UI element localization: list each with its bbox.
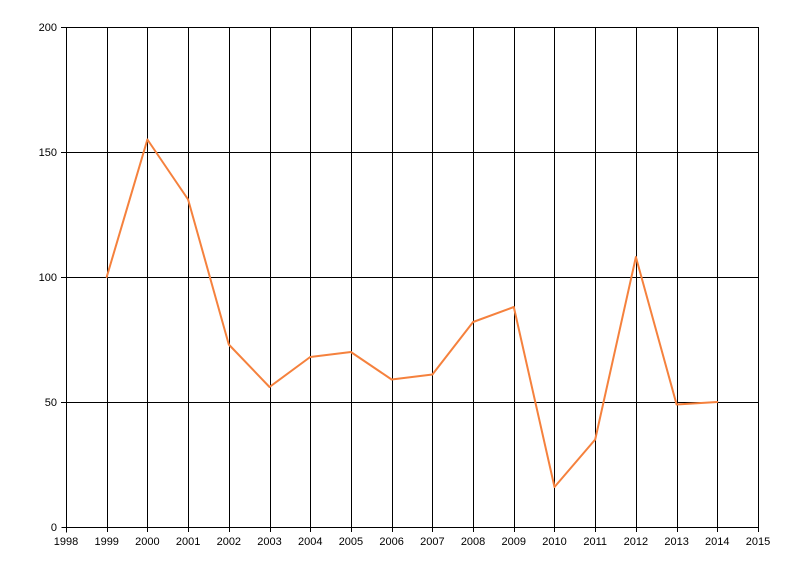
x-tick-label: 2004 xyxy=(298,536,322,548)
y-tick-label: 150 xyxy=(39,147,57,159)
x-tick-label: 2008 xyxy=(461,536,485,548)
x-tick-label: 2002 xyxy=(217,536,241,548)
data-point xyxy=(431,373,434,376)
grid-lines xyxy=(61,27,759,532)
x-tick-label: 2006 xyxy=(379,536,403,548)
x-tick-label: 2014 xyxy=(705,536,729,548)
y-tick-label: 50 xyxy=(45,397,57,409)
x-tick-label: 2010 xyxy=(542,536,566,548)
x-tick-label: 2007 xyxy=(420,536,444,548)
data-point xyxy=(390,378,393,381)
x-tick-label: 2009 xyxy=(502,536,526,548)
x-tick-label: 2005 xyxy=(339,536,363,548)
data-point xyxy=(228,343,230,346)
data-point xyxy=(716,401,719,403)
data-point xyxy=(268,386,271,388)
x-tick-label: 2013 xyxy=(664,536,688,548)
data-series xyxy=(105,138,719,488)
x-tick-label: 2011 xyxy=(583,536,607,548)
x-tick-label: 2015 xyxy=(746,536,770,548)
y-tick-label: 200 xyxy=(39,22,57,34)
y-tick-label: 0 xyxy=(51,522,57,534)
axes xyxy=(61,27,758,533)
data-point xyxy=(309,356,312,358)
x-tick-label: 1999 xyxy=(94,536,118,548)
data-point xyxy=(105,276,108,278)
data-point xyxy=(675,403,678,406)
x-tick-label: 2012 xyxy=(624,536,648,548)
data-point xyxy=(594,438,596,441)
data-point xyxy=(472,321,474,323)
x-tick-label: 2000 xyxy=(135,536,159,548)
data-point xyxy=(187,198,189,201)
data-point xyxy=(350,351,352,353)
x-tick-label: 2001 xyxy=(176,536,200,548)
data-point xyxy=(146,138,149,141)
series-line xyxy=(105,138,719,488)
y-tick-label: 100 xyxy=(39,272,57,284)
tick-labels: 1998 1999 2000 2001 2002 2003 2004 2005 2006 2007… xyxy=(39,22,771,548)
x-tick-label: 2003 xyxy=(257,536,281,548)
data-point xyxy=(553,486,556,488)
data-point xyxy=(635,256,637,258)
data-point xyxy=(512,306,515,308)
x-tick-label: 1998 xyxy=(54,536,78,548)
